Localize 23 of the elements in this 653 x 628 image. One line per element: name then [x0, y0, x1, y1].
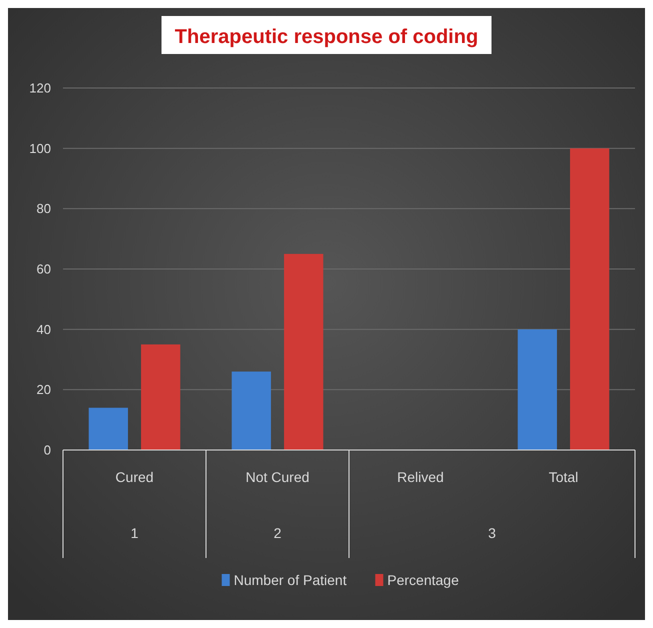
bar — [232, 372, 271, 450]
y-tick-label: 60 — [36, 262, 51, 277]
y-tick-label: 20 — [36, 382, 51, 398]
bar — [141, 344, 180, 450]
y-tick-label: 80 — [36, 201, 51, 216]
x-tick-label: Cured — [115, 469, 154, 485]
y-tick-label: 40 — [36, 322, 51, 337]
text: 3 — [488, 525, 496, 541]
y-tick-label: 0 — [44, 442, 51, 458]
x-tick-label: Relived — [397, 469, 444, 485]
legend-label: Percentage — [387, 572, 460, 588]
bar — [518, 329, 557, 450]
y-tick-label: 120 — [29, 80, 51, 96]
y-tick-label: 100 — [29, 140, 51, 156]
chart-title: Therapeutic response of coding — [174, 26, 478, 48]
text: 1 — [130, 525, 139, 541]
x-tick-label: Not Cured — [246, 469, 310, 485]
x-tick-label: Total — [548, 469, 578, 485]
legend-label: Number of Patient — [234, 572, 347, 588]
text: 2 — [274, 525, 282, 541]
bar — [570, 148, 610, 450]
bar — [284, 254, 324, 450]
bar — [88, 408, 128, 450]
